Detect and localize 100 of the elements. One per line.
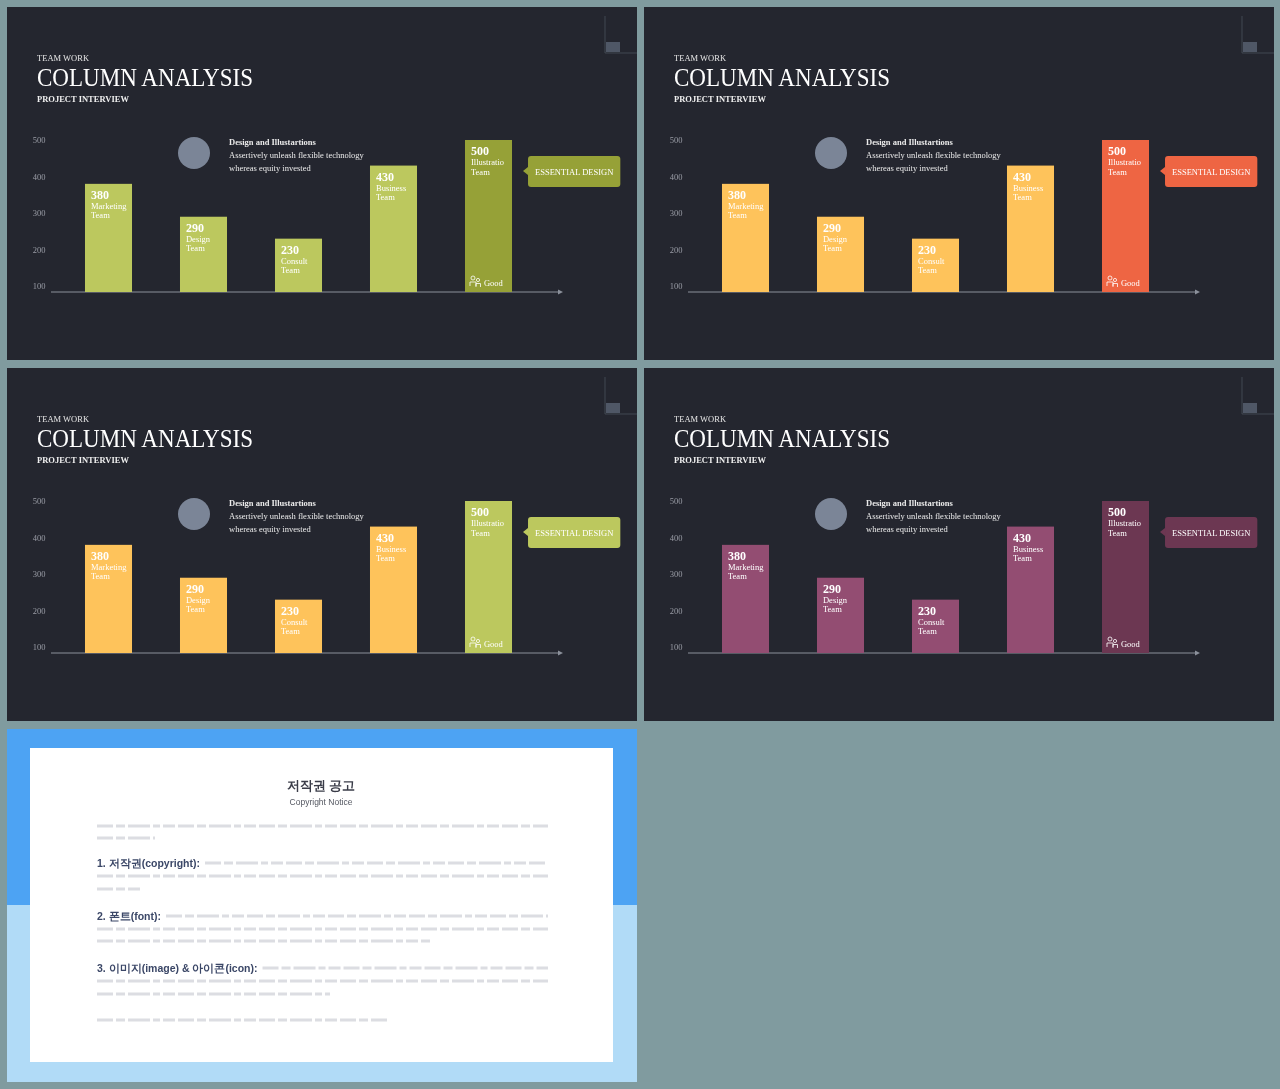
category-label: Design	[186, 233, 211, 244]
tick-label: 400	[32, 171, 46, 182]
annotation: Assertively unleash flexible technology	[229, 150, 364, 160]
annotation: Design and Illustartions	[866, 137, 953, 147]
subtitle: PROJECT INTERVIEW	[37, 455, 129, 465]
title: 저작권 공고	[286, 779, 356, 793]
category-label: Illustratio	[1108, 157, 1142, 167]
data-label: 290	[823, 581, 841, 596]
title: COLUMN ANALYSIS	[37, 425, 272, 452]
data-label: 230	[281, 242, 299, 257]
tick-label: 500	[669, 135, 683, 145]
annotation: Good	[484, 278, 503, 288]
tick-label: 500	[32, 496, 46, 506]
subtitle: PROJECT INTERVIEW	[37, 94, 129, 104]
category-label: Marketing	[91, 200, 127, 211]
data-label: 500	[1108, 505, 1126, 519]
tick-label: 100	[669, 642, 683, 653]
category-label: Team	[91, 210, 110, 221]
category-label: Team	[376, 192, 395, 203]
data-label: 500	[471, 144, 489, 158]
category-label: Team	[823, 243, 842, 254]
category-label: Design	[823, 233, 848, 244]
annotation: Assertively unleash flexible technology	[866, 150, 1001, 160]
annotation: whereas equity invested	[866, 524, 948, 534]
title: COLUMN ANALYSIS	[674, 425, 909, 452]
tick-label: 200	[669, 605, 683, 616]
data-label: 430	[376, 169, 394, 184]
tick-label: 400	[669, 532, 683, 543]
category-label: Business	[376, 182, 407, 193]
category-label: Design	[823, 594, 848, 605]
data-label: 290	[823, 220, 841, 235]
data-label: 430	[1013, 169, 1031, 184]
category-label: Team	[91, 571, 110, 582]
annotation: Design and Illustartions	[229, 498, 316, 508]
category-label: Team	[823, 604, 842, 615]
data-label: 290	[186, 220, 204, 235]
annotation: Assertively unleash flexible technology	[229, 511, 364, 521]
subtitle: PROJECT INTERVIEW	[674, 94, 766, 104]
category-label: Team	[728, 210, 747, 221]
category-label: Team	[1013, 192, 1032, 203]
category-label: Team	[918, 626, 937, 637]
annotation: TEAM WORK	[37, 53, 90, 63]
data-label: 500	[471, 505, 489, 519]
title: COLUMN ANALYSIS	[37, 64, 272, 91]
category-label: Consult	[281, 616, 308, 627]
data-label: 430	[376, 530, 394, 545]
category-label: Consult	[918, 616, 945, 627]
category-label: Team	[471, 166, 490, 177]
annotation: ESSENTIAL DESIGN	[535, 527, 614, 538]
category-label: Team	[281, 626, 300, 637]
annotation: 1. 저작권(copyright):	[97, 856, 200, 869]
annotation: TEAM WORK	[674, 53, 727, 63]
category-label: Marketing	[728, 200, 764, 211]
tick-label: 500	[32, 135, 46, 145]
category-label: Team	[281, 265, 300, 276]
category-label: Illustratio	[1108, 518, 1142, 528]
data-label: 230	[918, 242, 936, 257]
tick-label: 200	[32, 605, 46, 616]
annotation: Good	[1121, 278, 1140, 288]
annotation: whereas equity invested	[229, 524, 311, 534]
category-label: Team	[1108, 166, 1127, 177]
category-label: Team	[1013, 553, 1032, 564]
data-label: 380	[91, 187, 109, 202]
annotation: whereas equity invested	[866, 163, 948, 173]
tick-label: 100	[669, 281, 683, 292]
data-label: 290	[186, 581, 204, 596]
annotation: Good	[484, 639, 503, 649]
title: COLUMN ANALYSIS	[674, 64, 909, 91]
data-label: 230	[281, 603, 299, 618]
category-label: Business	[1013, 543, 1044, 554]
tick-label: 200	[32, 244, 46, 255]
annotation: 2. 폰트(font):	[97, 909, 161, 922]
tick-label: 300	[669, 569, 683, 580]
annotation: TEAM WORK	[37, 414, 90, 424]
tick-label: 300	[669, 208, 683, 219]
data-label: 500	[1108, 144, 1126, 158]
category-label: Team	[1108, 527, 1127, 538]
category-label: Design	[186, 594, 211, 605]
category-label: Illustratio	[471, 157, 505, 167]
annotation: ESSENTIAL DESIGN	[535, 166, 614, 177]
category-label: Team	[728, 571, 747, 582]
subtitle: Copyright Notice	[289, 797, 353, 807]
data-label: 230	[918, 603, 936, 618]
category-label: Marketing	[728, 561, 764, 572]
category-label: Business	[376, 543, 407, 554]
category-label: Team	[376, 553, 395, 564]
tick-label: 100	[32, 642, 46, 653]
annotation: ESSENTIAL DESIGN	[1172, 166, 1251, 177]
tick-label: 300	[32, 208, 46, 219]
category-label: Marketing	[91, 561, 127, 572]
tick-label: 200	[669, 244, 683, 255]
category-label: Consult	[918, 255, 945, 266]
category-label: Team	[471, 527, 490, 538]
subtitle: PROJECT INTERVIEW	[674, 455, 766, 465]
data-label: 380	[728, 548, 746, 563]
data-label: 380	[91, 548, 109, 563]
annotation: whereas equity invested	[229, 163, 311, 173]
annotation: Assertively unleash flexible technology	[866, 511, 1001, 521]
data-label: 430	[1013, 530, 1031, 545]
category-label: Team	[918, 265, 937, 276]
